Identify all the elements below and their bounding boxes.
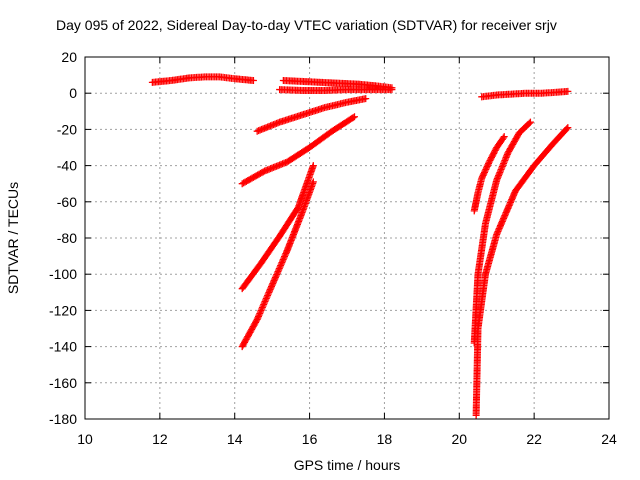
data-point: [309, 162, 317, 170]
data-point: [270, 277, 278, 285]
x-tick-label: 12: [152, 431, 168, 447]
x-tick-label: 20: [451, 431, 467, 447]
data-point: [265, 289, 273, 297]
data-point: [281, 251, 289, 259]
data-point: [263, 293, 271, 301]
data-point: [256, 309, 264, 317]
x-tick-label: 18: [377, 431, 393, 447]
x-tick-label: 24: [601, 431, 617, 447]
data-point: [272, 272, 280, 280]
y-tick-label: -140: [49, 339, 77, 355]
grid: [84, 56, 610, 420]
data-point: [525, 119, 533, 127]
data-point: [526, 118, 534, 126]
data-point: [266, 286, 274, 294]
data-point: [268, 281, 276, 289]
data-point: [269, 280, 277, 288]
data-point: [350, 113, 358, 121]
series-arc-c: [276, 86, 396, 94]
data-point: [564, 124, 572, 132]
data-point: [279, 257, 287, 265]
data-point: [267, 284, 275, 292]
data-point: [271, 274, 279, 282]
data-point: [256, 308, 264, 316]
data-point: [277, 260, 285, 268]
tick-labels: 10 12 14 16 18 20 22 24 20 0 -20 -40 -60 -80 -100 -120 -…: [49, 49, 617, 447]
series-arc-g: [238, 178, 317, 351]
data-point: [275, 265, 283, 273]
data-point: [362, 95, 370, 103]
y-tick-label: -40: [57, 158, 77, 174]
data-point: [274, 268, 282, 276]
series-arc-e: [238, 113, 358, 188]
data-point: [500, 133, 508, 141]
y-tick-label: -100: [49, 266, 77, 282]
x-tick-label: 22: [526, 431, 542, 447]
data-point: [260, 300, 268, 308]
y-tick-label: 0: [69, 85, 77, 101]
data-point: [264, 292, 272, 300]
data-point: [264, 290, 272, 298]
data-point: [269, 278, 277, 286]
series-arc-k: [472, 124, 572, 419]
series-arc-d: [253, 95, 370, 135]
data-point: [266, 287, 274, 295]
data-point: [257, 306, 265, 314]
data-point: [267, 283, 275, 291]
data-point: [258, 305, 266, 313]
data-point: [277, 262, 285, 270]
x-tick-label: 10: [77, 431, 93, 447]
data-point: [273, 269, 281, 277]
data-point: [259, 302, 267, 310]
plot-frame: [84, 56, 610, 420]
y-tick-label: -120: [49, 302, 77, 318]
data-point: [499, 134, 507, 142]
data-point: [279, 256, 287, 264]
data-point: [275, 266, 283, 274]
data-point: [261, 298, 269, 306]
data-point: [276, 263, 284, 271]
data-points: [148, 73, 572, 419]
series-arc-f: [238, 162, 317, 293]
data-point: [280, 254, 288, 262]
data-point: [282, 250, 290, 258]
data-point: [563, 125, 571, 133]
x-tick-label: 16: [302, 431, 318, 447]
data-point: [309, 178, 317, 186]
data-point: [273, 271, 281, 279]
series-arc-i: [470, 133, 508, 215]
x-tick-label: 14: [227, 431, 243, 447]
series-arc-a: [148, 73, 257, 86]
data-point: [255, 311, 263, 319]
data-point: [388, 86, 396, 94]
y-tick-label: -180: [49, 411, 77, 427]
data-point: [271, 275, 279, 283]
y-axis-label: SDTVAR / TECUs: [5, 182, 21, 294]
y-tick-label: -60: [57, 194, 77, 210]
y-tick-label: -80: [57, 230, 77, 246]
data-point: [564, 87, 572, 95]
x-axis-label: GPS time / hours: [294, 457, 401, 473]
y-tick-label: -20: [57, 121, 77, 137]
data-point: [281, 253, 289, 261]
data-point: [258, 303, 266, 311]
data-point: [262, 295, 270, 303]
y-tick-label: -160: [49, 375, 77, 391]
data-point: [262, 296, 270, 304]
data-point: [278, 259, 286, 267]
series-arc-h: [478, 87, 572, 101]
data-point: [349, 114, 357, 122]
series-arc-b: [279, 77, 396, 92]
data-point: [254, 314, 262, 322]
data-point: [253, 315, 261, 323]
data-point: [249, 77, 257, 85]
data-point: [254, 312, 262, 320]
y-tick-label: 20: [61, 49, 77, 65]
chart-title: Day 095 of 2022, Sidereal Day-to-day VTE…: [56, 17, 557, 33]
data-point: [260, 299, 268, 307]
